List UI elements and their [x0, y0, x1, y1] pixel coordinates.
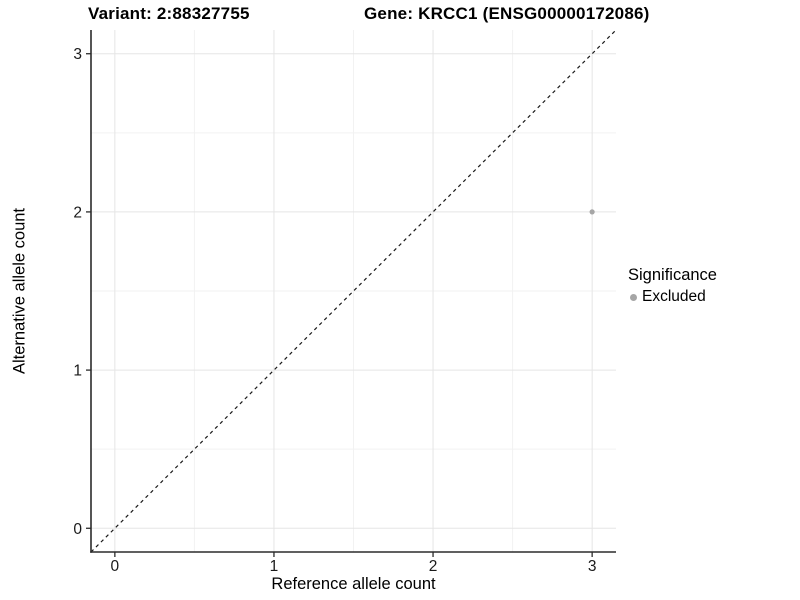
- y-tick-label: 0: [73, 521, 82, 538]
- y-axis-title: Alternative allele count: [10, 207, 29, 375]
- y-tick-label: 3: [73, 46, 82, 63]
- legend-entries: Excluded: [628, 288, 717, 306]
- legend-title: Significance: [628, 266, 717, 284]
- data-point: [589, 209, 595, 215]
- x-tick-label: 0: [111, 558, 120, 575]
- legend: Significance Excluded: [628, 266, 717, 306]
- legend-entry: Excluded: [628, 288, 717, 306]
- plot-title-variant: Variant: 2:88327755: [88, 4, 250, 23]
- x-tick-label: 2: [429, 558, 438, 575]
- y-tick-label: 1: [73, 363, 82, 380]
- x-axis-title: Reference allele count: [271, 575, 436, 593]
- legend-key-dot: [630, 293, 637, 301]
- y-tick-label: 2: [73, 204, 82, 221]
- plot-title-gene: Gene: KRCC1 (ENSG00000172086): [364, 4, 650, 23]
- x-tick-label: 3: [588, 558, 597, 575]
- identity-dashed-line: [90, 29, 617, 553]
- legend-entry-label: Excluded: [642, 288, 706, 305]
- x-tick-label: 1: [270, 558, 279, 575]
